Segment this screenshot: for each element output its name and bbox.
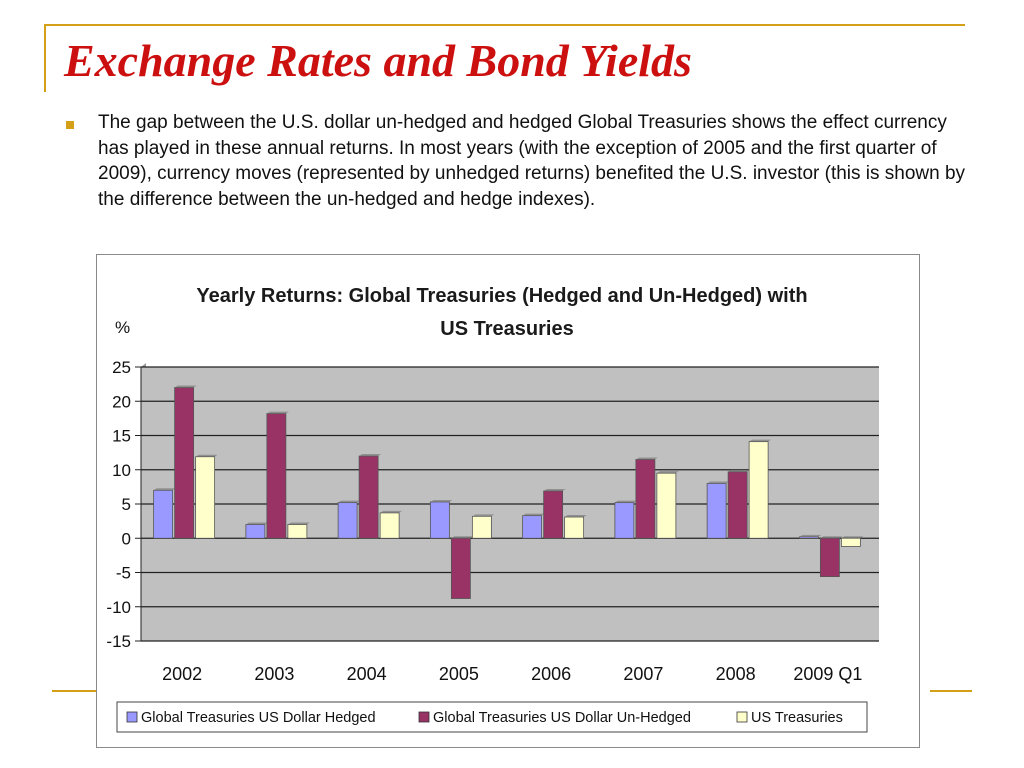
bar-2005-series-1 xyxy=(429,501,450,539)
y-tick-label: 10 xyxy=(112,461,131,480)
bar-2003-series-2 xyxy=(266,413,287,539)
bar-2003-series-3 xyxy=(287,524,308,539)
bar-top-edge xyxy=(614,500,637,503)
plot-area: 25 20 15 10 5 0 -5 -10 -15 2002 2003 2004 2005 2006 20… xyxy=(106,358,879,684)
bar-top-edge xyxy=(195,454,218,457)
bullet-square-icon xyxy=(66,121,74,129)
chart-title-line-1: Yearly Returns: Global Treasuries (Hedge… xyxy=(196,285,807,307)
left-accent-line xyxy=(44,24,46,92)
bar-top-edge xyxy=(245,522,268,525)
bar-top-edge xyxy=(359,454,382,457)
legend-label-2: Global Treasuries US Dollar Un-Hedged xyxy=(433,710,691,726)
x-category-label: 2009 Q1 xyxy=(793,664,862,684)
bar-2008-series-1 xyxy=(706,483,727,539)
bar-2009-q1-series-2 xyxy=(819,537,840,578)
bottom-right-accent-line xyxy=(930,690,972,692)
y-tick-label: 20 xyxy=(112,392,131,411)
x-category-label: 2008 xyxy=(716,664,756,684)
bar-top-edge xyxy=(522,513,545,516)
slide-title: Exchange Rates and Bond Yields xyxy=(64,35,692,86)
bar-top-edge xyxy=(564,515,587,518)
bar-top-edge xyxy=(451,536,474,539)
legend-label-3: US Treasuries xyxy=(751,710,843,726)
bar-2006-series-1 xyxy=(522,515,543,539)
bar-top-edge xyxy=(266,411,289,414)
bar-2002-series-1 xyxy=(153,489,174,539)
bar-top-edge xyxy=(635,457,658,460)
bar-2009-q1-series-3 xyxy=(840,537,861,547)
bar-top-edge xyxy=(799,534,822,537)
x-category-label: 2003 xyxy=(254,664,294,684)
x-category-label: 2002 xyxy=(162,664,202,684)
bar-top-edge xyxy=(543,488,566,491)
bar-2004-series-1 xyxy=(337,502,358,539)
bar-2009-q1-series-1 xyxy=(798,536,819,539)
bar-top-edge xyxy=(820,536,843,539)
bar-top-edge xyxy=(656,471,679,474)
y-tick-label: 25 xyxy=(112,358,131,377)
chart-legend: Global Treasuries US Dollar Hedged Global… xyxy=(116,701,868,733)
chart-title-line-2: US Treasuries xyxy=(440,318,573,340)
legend-swatch-1 xyxy=(126,711,138,723)
bar-2008-series-2 xyxy=(727,471,748,539)
bar-top-edge xyxy=(338,500,361,503)
y-tick-label: -5 xyxy=(116,564,131,583)
legend-swatch-2 xyxy=(418,711,430,723)
bar-2006-series-2 xyxy=(543,490,564,539)
bar-top-edge xyxy=(153,488,176,491)
y-tick-label: 15 xyxy=(112,427,131,446)
bar-top-edge xyxy=(472,514,495,517)
top-accent-line xyxy=(44,24,965,26)
legend-swatch-3 xyxy=(736,711,748,723)
bar-top-edge xyxy=(841,536,864,539)
x-category-label: 2005 xyxy=(439,664,479,684)
y-tick-label: -10 xyxy=(106,598,131,617)
x-category-label: 2007 xyxy=(623,664,663,684)
bar-2008-series-3 xyxy=(748,441,769,539)
bar-2005-series-3 xyxy=(471,515,492,539)
bar-top-edge xyxy=(380,510,403,513)
y-tick-label: 5 xyxy=(122,495,131,514)
bar-2002-series-2 xyxy=(174,387,195,539)
bottom-left-accent-line xyxy=(52,690,96,692)
y-tick-label: -15 xyxy=(106,632,131,651)
bar-2004-series-3 xyxy=(379,512,400,539)
bar-top-edge xyxy=(287,522,310,525)
bullet-text: The gap between the U.S. dollar un-hedge… xyxy=(98,112,966,210)
bar-2007-series-3 xyxy=(656,472,677,539)
bar-2003-series-1 xyxy=(245,524,266,539)
bar-2005-series-2 xyxy=(450,537,471,599)
y-axis-label: % xyxy=(115,318,130,337)
bar-top-edge xyxy=(749,439,772,442)
yearly-returns-chart: Yearly Returns: Global Treasuries (Hedge… xyxy=(106,285,879,733)
bar-top-edge xyxy=(430,499,453,502)
bar-top-edge xyxy=(174,385,197,388)
bar-top-edge xyxy=(707,481,730,484)
bar-top-edge xyxy=(728,469,751,472)
x-category-label: 2004 xyxy=(347,664,387,684)
bar-2007-series-1 xyxy=(614,502,635,539)
legend-label-1: Global Treasuries US Dollar Hedged xyxy=(141,710,376,726)
bar-2004-series-2 xyxy=(358,455,379,539)
bar-2006-series-3 xyxy=(564,516,585,539)
bar-2007-series-2 xyxy=(635,459,656,539)
x-category-label: 2006 xyxy=(531,664,571,684)
y-tick-label: 0 xyxy=(122,529,131,548)
bar-2002-series-3 xyxy=(195,456,216,539)
chart-frame: Yearly Returns: Global Treasuries (Hedge… xyxy=(96,254,920,748)
